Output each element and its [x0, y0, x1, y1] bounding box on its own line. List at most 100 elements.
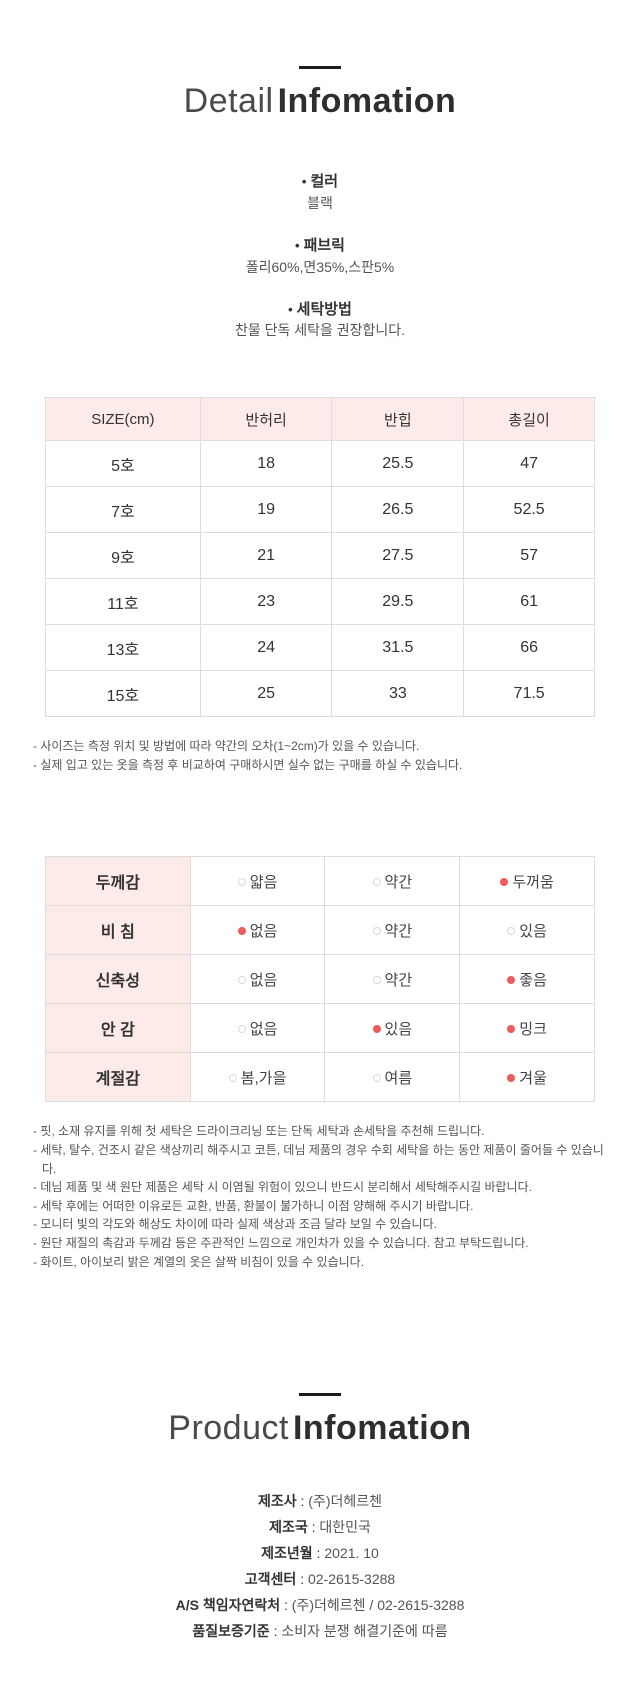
size-cell: 71.5 [463, 670, 595, 718]
title-bold-part: Infomation [292, 1409, 472, 1448]
product-info-label: 제조년월 [261, 1545, 313, 1562]
radio-dot-icon [237, 1024, 246, 1033]
product-info-value: 소비자 분쟁 해결기준에 따름 [281, 1623, 448, 1640]
attribute-option-label: 있음 [519, 922, 547, 940]
size-table-row: 7호 19 26.5 52.5 [45, 486, 595, 534]
size-cell: 57 [463, 532, 595, 580]
attribute-option-label: 약간 [384, 873, 413, 891]
radio-dot-icon [507, 926, 516, 935]
attribute-row-season: 계절감 봄,가을 여름 겨울 [45, 1052, 595, 1103]
radio-dot-icon [372, 1024, 381, 1033]
product-info-label: A/S 책임자연락처 [175, 1597, 281, 1614]
product-info-customer-center: 고객센터 : 02-2615-3288 [0, 1566, 640, 1592]
size-cell: 47 [463, 440, 595, 488]
attribute-option-label: 두꺼움 [512, 873, 554, 891]
radio-dot-icon [372, 877, 381, 886]
info-label: • 컬러 [0, 171, 640, 193]
product-detail-info-list: • 컬러 블랙 • 패브릭 폴리60%,면35%,스판5% • 세탁방법 찬물 단독 … [0, 171, 640, 341]
attribute-option: 없음 [189, 905, 326, 956]
size-cell: 27.5 [331, 532, 465, 580]
attribute-option: 없음 [189, 954, 326, 1005]
label-separator: : [296, 1571, 308, 1588]
attribute-label: 계절감 [45, 1052, 191, 1103]
note-line: - 실제 입고 있는 옷을 측정 후 비교하여 구매하시면 실수 없는 구매를 … [33, 757, 463, 772]
attribute-option-label: 겨울 [519, 1069, 547, 1087]
detail-section-header: Detail Infomation [0, 0, 640, 121]
size-table-row: 11호 23 29.5 61 [45, 578, 595, 626]
radio-dot-icon [507, 1073, 516, 1082]
attribute-option: 밍크 [459, 1003, 595, 1054]
attribute-option: 약간 [324, 954, 461, 1005]
attribute-option-label: 밍크 [519, 1020, 547, 1038]
attribute-label: 신축성 [45, 954, 191, 1005]
size-table-row: 13호 24 31.5 66 [45, 624, 595, 672]
size-cell: 5호 [45, 440, 201, 488]
note-line: - 데님 제품 및 색 원단 제품은 세탁 시 이염될 위험이 있으니 반드시 … [33, 1180, 532, 1195]
radio-dot-icon [228, 1073, 237, 1082]
product-info-value: (주)더헤르첸 / 02-2615-3288 [291, 1597, 465, 1614]
size-table-header: 반힙 [331, 397, 465, 442]
size-table-row: 15호 25 33 71.5 [45, 670, 595, 718]
radio-dot-icon [500, 877, 509, 886]
title-light-part: Product [168, 1409, 289, 1448]
product-section-title: Product Infomation [0, 1409, 640, 1448]
radio-dot-icon [372, 975, 381, 984]
size-cell: 25.5 [331, 440, 465, 488]
attribute-row-stretch: 신축성 없음 약간 좋음 [45, 954, 595, 1005]
size-table: SIZE(cm) 반허리 반힙 총길이 5호 18 25.5 47 7호 19 … [45, 397, 595, 718]
label-separator: : [307, 1519, 320, 1536]
attribute-row-sheerness: 비 침 없음 약간 있음 [45, 905, 595, 956]
info-label-text: 컬러 [310, 173, 339, 190]
radio-dot-icon [237, 926, 246, 935]
attribute-option: 좋음 [459, 954, 595, 1005]
attribute-option-label: 있음 [384, 1020, 413, 1038]
info-value: 블랙 [307, 194, 333, 211]
attribute-option-label: 약간 [384, 971, 413, 989]
size-table-header: 총길이 [463, 397, 595, 442]
note-line: - 세탁 후에는 어떠한 이유로든 교환, 반품, 환불이 불가하니 이점 양해… [33, 1198, 474, 1213]
fabric-attribute-table: 두께감 얇음 약간 두꺼움 비 침 없음 약간 있음 신축성 없음 약간 좋음 … [45, 856, 595, 1103]
size-table-header-row: SIZE(cm) 반허리 반힙 총길이 [45, 397, 595, 442]
size-cell: 7호 [45, 486, 201, 534]
size-table-notes: - 사이즈는 측정 위치 및 방법에 따라 약간의 오차(1~2cm)가 있을 … [33, 737, 612, 774]
product-info-label: 품질보증기준 [192, 1623, 270, 1640]
product-info-manufacturer: 제조사 : (주)더헤르첸 [0, 1488, 640, 1514]
product-info-warranty: 품질보증기준 : 소비자 분쟁 해결기준에 따름 [0, 1618, 640, 1644]
bullet-icon: • [295, 237, 300, 253]
attribute-option-label: 없음 [249, 1020, 278, 1038]
size-cell: 26.5 [331, 486, 465, 534]
size-cell: 18 [199, 440, 333, 488]
size-cell: 9호 [45, 532, 201, 580]
size-table-header: SIZE(cm) [45, 397, 201, 442]
size-cell: 52.5 [463, 486, 595, 534]
attribute-option-label: 없음 [249, 922, 278, 940]
bottom-spacer [0, 1644, 640, 1706]
size-cell: 21 [199, 532, 333, 580]
size-table-row: 9호 21 27.5 57 [45, 532, 595, 580]
size-table-header: 반허리 [199, 397, 333, 442]
product-info-date: 제조년월 : 2021. 10 [0, 1540, 640, 1566]
product-info-value: (주)더헤르첸 [308, 1493, 383, 1510]
bullet-icon: • [288, 301, 293, 317]
radio-dot-icon [372, 926, 381, 935]
attribute-option: 얇음 [189, 856, 326, 907]
attribute-row-thickness: 두께감 얇음 약간 두꺼움 [45, 856, 595, 907]
size-cell: 33 [331, 670, 465, 718]
size-cell: 19 [199, 486, 333, 534]
attribute-option: 약간 [324, 856, 461, 907]
note-line: - 핏, 소재 유지를 위해 첫 세탁은 드라이크리닝 또는 단독 세탁과 손세… [33, 1124, 485, 1139]
size-cell: 13호 [45, 624, 201, 672]
product-info-label: 고객센터 [244, 1571, 297, 1588]
size-cell: 61 [463, 578, 595, 626]
label-separator: : [296, 1493, 309, 1510]
info-item-color: • 컬러 블랙 [0, 171, 640, 214]
detail-section-title: Detail Infomation [0, 82, 640, 121]
attribute-option: 봄,가을 [189, 1052, 326, 1103]
note-line: - 원단 재질의 촉감과 두께감 등은 주관적인 느낌으로 개인차가 있을 수 … [33, 1236, 529, 1250]
label-separator: : [269, 1623, 282, 1640]
size-cell: 23 [199, 578, 333, 626]
info-item-washing: • 세탁방법 찬물 단독 세탁을 권장합니다. [0, 299, 640, 342]
attribute-option: 약간 [324, 905, 461, 956]
size-cell: 29.5 [331, 578, 465, 626]
attribute-option-label: 약간 [384, 922, 413, 940]
